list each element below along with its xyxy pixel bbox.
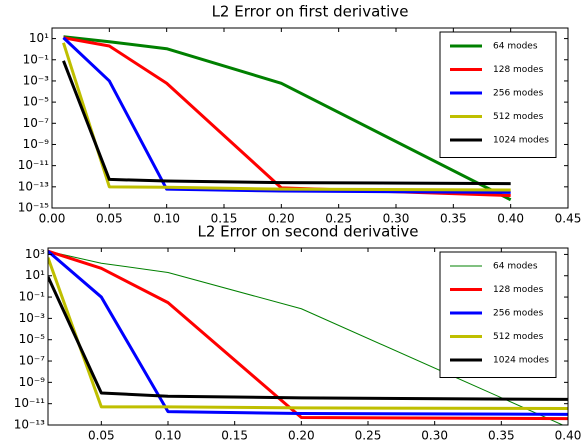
- y-tick-label: 10⁻¹³: [14, 418, 45, 432]
- series-line: [62, 36, 511, 194]
- legend-label: 512 modes: [493, 332, 544, 342]
- legend-label: 1024 modes: [493, 356, 549, 366]
- x-tick-label: 0.35: [488, 429, 515, 443]
- x-tick-label: 0.05: [88, 429, 115, 443]
- y-tick-label: 10⁻⁵: [23, 95, 50, 109]
- axes-frame: [51, 27, 569, 209]
- x-tick-label: 0.00: [39, 212, 66, 226]
- x-tick-label: 0.40: [555, 429, 582, 443]
- series-line: [48, 276, 568, 401]
- y-tick-label: 10⁻¹³: [18, 179, 49, 193]
- y-tick-label: 10⁻¹¹: [14, 396, 45, 410]
- x-tick-label: 0.20: [268, 212, 295, 226]
- x-tick-label: 0.25: [355, 429, 382, 443]
- y-tick-label: 10⁻⁹: [23, 137, 50, 151]
- y-tick-label: 10⁻¹: [19, 290, 46, 304]
- series-line: [48, 250, 568, 416]
- legend-label: 128 modes: [493, 65, 544, 75]
- y-tick-label: 10⁻⁵: [19, 332, 46, 346]
- x-tick-label: 0.30: [421, 429, 448, 443]
- x-tick-label: 0.20: [288, 429, 315, 443]
- legend-box: [439, 251, 557, 378]
- x-tick-label: 0.10: [155, 429, 182, 443]
- y-tick-label: 10⁻⁹: [19, 375, 46, 389]
- legend-label: 64 modes: [493, 262, 538, 272]
- series-line: [63, 35, 512, 202]
- x-tick-label: 0.05: [96, 212, 123, 226]
- x-tick-label: 0.15: [221, 429, 248, 443]
- chart-title: L2 Error on second derivative: [197, 223, 418, 241]
- legend-label: 256 modes: [493, 89, 544, 99]
- x-tick-label: 0.45: [555, 212, 582, 226]
- x-tick-label: 0.35: [440, 212, 467, 226]
- legend-label: 1024 modes: [493, 136, 549, 146]
- x-tick-label: 0.40: [497, 212, 524, 226]
- y-tick-label: 10³: [25, 247, 45, 261]
- y-tick-label: 10⁻³: [23, 73, 50, 87]
- series-line: [48, 249, 568, 421]
- x-tick-label: 0.30: [383, 212, 410, 226]
- axes-frame: [47, 247, 569, 426]
- y-tick-label: 10⁻¹¹: [18, 158, 49, 172]
- y-tick-label: 10⁻⁷: [19, 354, 46, 368]
- legend-box: [439, 31, 557, 158]
- y-tick-label: 10¹: [29, 31, 49, 45]
- legend-label: 512 modes: [493, 112, 544, 122]
- plot-area: [48, 249, 568, 425]
- y-tick-label: 10⁻¹⁵: [18, 201, 49, 215]
- legend-label: 64 modes: [493, 42, 538, 52]
- y-tick-label: 10⁻³: [19, 311, 46, 325]
- legend-label: 256 modes: [493, 309, 544, 319]
- plot-area: [62, 35, 512, 202]
- y-tick-label: 10⁻¹: [23, 52, 50, 66]
- x-tick-label: 0.15: [211, 212, 238, 226]
- x-tick-label: 0.25: [325, 212, 352, 226]
- chart-title: L2 Error on first derivative: [212, 3, 409, 21]
- y-tick-label: 10⁻⁷: [23, 116, 50, 130]
- series-line: [62, 60, 511, 186]
- legend-label: 128 modes: [493, 285, 544, 295]
- series-line: [48, 250, 564, 425]
- x-tick-label: 0.10: [153, 212, 180, 226]
- y-tick-label: 10¹: [25, 268, 45, 282]
